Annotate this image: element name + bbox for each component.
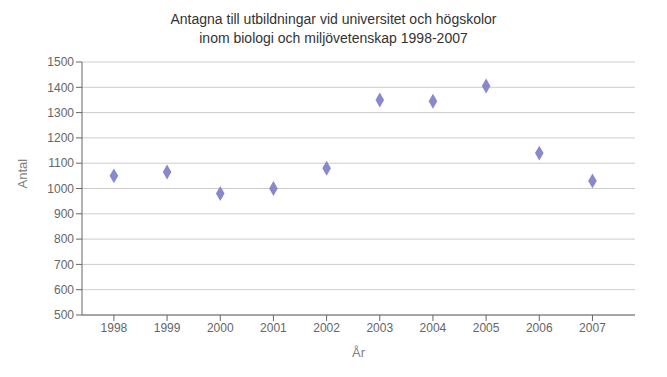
svg-text:2000: 2000 <box>207 321 234 335</box>
html-text:inom biologi och miljövetenska: inom biologi och miljövetenskap 1998-200… <box>199 30 468 46</box>
svg-text:1500: 1500 <box>47 55 74 69</box>
svg-text:2005: 2005 <box>473 321 500 335</box>
svg-text:2003: 2003 <box>366 321 393 335</box>
svg-text:1998: 1998 <box>101 321 128 335</box>
svg-text:Antal: Antal <box>15 159 30 189</box>
svg-text:1300: 1300 <box>47 106 74 120</box>
svg-text:800: 800 <box>54 232 74 246</box>
svg-text:2001: 2001 <box>260 321 287 335</box>
svg-text:500: 500 <box>54 308 74 322</box>
svg-text:2006: 2006 <box>526 321 553 335</box>
svg-text:1400: 1400 <box>47 81 74 95</box>
svg-text:1200: 1200 <box>47 131 74 145</box>
svg-text:2002: 2002 <box>313 321 340 335</box>
svg-text:1999: 1999 <box>154 321 181 335</box>
svg-text:600: 600 <box>54 283 74 297</box>
svg-text:900: 900 <box>54 207 74 221</box>
svg-text:År: År <box>352 345 366 360</box>
svg-text:2007: 2007 <box>579 321 606 335</box>
svg-text:1100: 1100 <box>48 156 74 170</box>
html-text:Antagna till utbildningar vid: Antagna till utbildningar vid universite… <box>170 11 497 27</box>
svg-text:700: 700 <box>54 258 74 272</box>
svg-text:1000: 1000 <box>47 182 74 196</box>
svg-text:2004: 2004 <box>420 321 447 335</box>
